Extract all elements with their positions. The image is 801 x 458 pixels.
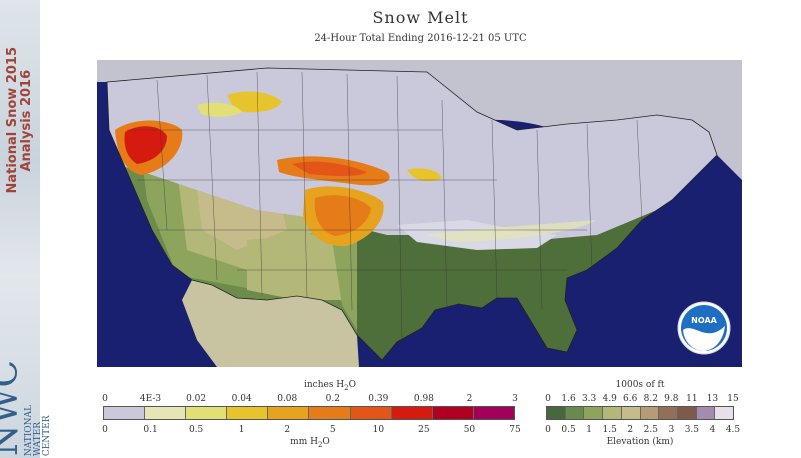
melt-mm-tick-label: 5	[329, 425, 336, 435]
elevation-km-tick-label: 2.5	[643, 425, 658, 435]
map-subtitle: 24-Hour Total Ending 2016-12-21 05 UTC	[314, 33, 527, 44]
sidebar-title-line1: National Snow 2015	[5, 46, 20, 194]
melt-swatch	[432, 407, 474, 419]
melt-swatch	[391, 407, 433, 419]
melt-swatch	[350, 407, 392, 419]
canada-region	[97, 60, 742, 180]
elevation-swatch	[565, 407, 585, 419]
melt-inch-tick-label: 4E-3	[139, 394, 162, 404]
melt-inch-tick-label: 0	[102, 394, 108, 404]
mm-unit-end: O	[322, 437, 330, 447]
melt-mm-tick-label: 1	[238, 425, 245, 435]
melt-swatch	[268, 407, 310, 419]
noaa-logo: NOAA	[677, 301, 731, 355]
melt-swatch	[473, 407, 514, 419]
brand-word-center: CENTER	[41, 415, 52, 456]
sidebar-title: National Snow 2015 Analysis 2016	[0, 0, 40, 240]
mexico-region	[182, 280, 359, 367]
elevation-swatch	[677, 407, 697, 419]
inches-unit-sub: 2	[344, 383, 349, 392]
elevation-swatch	[621, 407, 641, 419]
map-title: Snow Melt	[372, 8, 469, 27]
elevation-swatch	[584, 407, 604, 419]
elevation-ft-label: 1000s of ft	[615, 380, 665, 390]
national-snow-analysis-title: National Snow 2015 Analysis 2016	[5, 46, 34, 194]
noaa-text: NOAA	[691, 316, 717, 325]
elevation-km-label: Elevation (km)	[606, 437, 674, 447]
melt-inch-tick-label: 0.39	[368, 394, 389, 404]
elevation-swatch	[547, 407, 566, 419]
elevation-ft-tick-label: 15	[727, 394, 739, 404]
elevation-swatch	[696, 407, 716, 419]
snow-melt-map	[97, 60, 742, 367]
melt-swatch	[145, 407, 187, 419]
nwc-logo: NWC NATIONAL WATER CENTER	[0, 226, 52, 458]
elevation-swatch	[715, 407, 734, 419]
inches-unit: inches H	[303, 380, 345, 390]
melt-mm-tick-label: 2	[284, 425, 291, 435]
inches-h2o-label: inches H2O	[275, 380, 385, 392]
sidebar-title-line2: Analysis 2016	[19, 69, 34, 171]
melt-inch-tick-label: 2	[466, 394, 473, 404]
melt-inch-tick-label: 3	[512, 394, 518, 404]
elevation-swatch	[640, 407, 660, 419]
elevation-ft-tick-label: 6.6	[623, 394, 638, 404]
elevation-ft-tick-label: 3.3	[581, 394, 597, 404]
elevation-km-tick-label: 1.5	[602, 425, 617, 435]
melt-mm-tick-label: 10	[372, 425, 385, 435]
melt-swatch	[104, 407, 146, 419]
brand-word-national: NATIONAL	[23, 404, 34, 456]
inches-unit-end: O	[348, 380, 357, 390]
melt-swatch	[309, 407, 351, 419]
sidebar-banner: National Snow 2015 Analysis 2016 NWC NAT…	[0, 0, 52, 458]
melt-mm-tick-label: 0.5	[188, 425, 204, 435]
elevation-km-tick-label: 0.5	[561, 425, 576, 435]
mm-unit: mm H	[290, 437, 318, 447]
map-graphic	[97, 60, 742, 367]
elevation-km-tick-label: 3.5	[684, 425, 700, 435]
elevation-km-tick-label: 0	[545, 425, 551, 435]
melt-mm-tick-label: 75	[509, 425, 521, 435]
nwc-words: NATIONAL WATER CENTER	[23, 401, 52, 456]
melt-swatch	[227, 407, 269, 419]
elevation-km-tick-label: 4.5	[725, 425, 741, 435]
mm-unit-sub: 2	[317, 440, 323, 449]
melt-inch-tick-label: 0.2	[325, 394, 340, 404]
elevation-km-tick-label: 3	[668, 425, 675, 435]
elevation-km-tick-label: 2	[627, 425, 634, 435]
mm-h2o-label: mm H2O	[255, 437, 365, 449]
melt-mm-tick-label: 0	[102, 425, 108, 435]
elevation-km-tick-label: 4	[709, 425, 716, 435]
elevation-ft-tick-label: 11	[686, 394, 698, 404]
melt-mm-tick-label: 50	[463, 425, 476, 435]
elevation-swatch	[659, 407, 678, 419]
melt-color-bar	[103, 406, 515, 420]
melt-inch-tick-label: 0.02	[186, 394, 207, 404]
elevation-ft-tick-label: 8.2	[643, 394, 658, 404]
melt-northern-plains	[227, 91, 282, 113]
elevation-swatch	[603, 407, 622, 419]
melt-mm-tick-label: 0.1	[143, 425, 158, 435]
melt-inch-tick-label: 0.04	[231, 394, 252, 404]
elevation-ft-tick-label: 4.9	[602, 394, 617, 404]
elevation-ft-tick-label: 1.6	[561, 394, 576, 404]
elevation-ft-tick-label: 13	[706, 394, 719, 404]
us-outline	[106, 67, 718, 361]
melt-mm-tick-label: 25	[418, 425, 430, 435]
state-boundaries	[127, 71, 643, 341]
elevation-color-bar	[546, 406, 734, 420]
elevation-ft-tick-label: 9.8	[664, 394, 679, 404]
melt-inch-tick-label: 0.08	[277, 394, 298, 404]
melt-swatch	[186, 407, 228, 419]
elevation-km-tick-label: 1	[586, 425, 592, 435]
elevation-ft-tick-label: 0	[545, 394, 551, 404]
melt-inch-tick-label: 0.98	[413, 394, 434, 404]
brand-word-water: WATER	[32, 421, 43, 456]
nwc-letters: NWC	[0, 359, 26, 456]
